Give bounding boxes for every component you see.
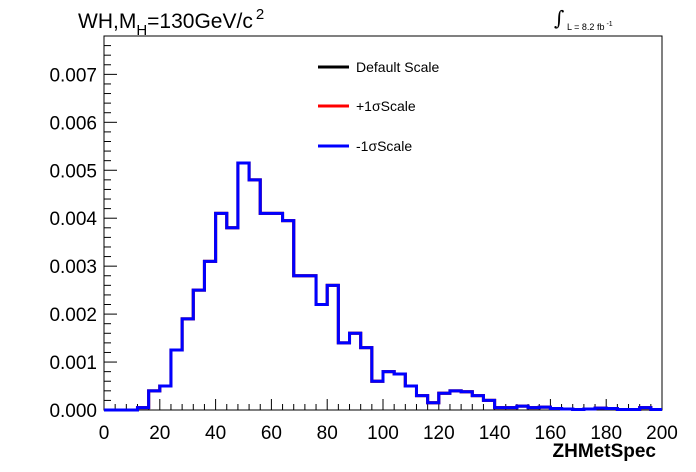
- y-tick-label: 0.002: [49, 305, 97, 326]
- plot-frame: [103, 35, 663, 411]
- title-subscript: H: [136, 22, 148, 39]
- x-tick-label: 100: [367, 423, 399, 444]
- x-axis: 0 20 40 60 80 100 120 140 160 180 200: [99, 399, 678, 444]
- y-tick-label: 0.004: [49, 209, 97, 230]
- x-tick-label: 140: [479, 423, 511, 444]
- y-tick-label: 0.001: [49, 353, 97, 374]
- histogram-layer: [104, 161, 662, 412]
- y-tick-label: 0.006: [49, 113, 97, 134]
- y-tick-label: 0.000: [49, 401, 97, 422]
- y-tick-label: 0.007: [49, 65, 97, 86]
- y-tick-label: 0.003: [49, 257, 97, 278]
- x-axis-label: ZHMetSpec: [552, 441, 656, 462]
- title-superscript: 2: [255, 6, 265, 23]
- y-tick-label: 0.005: [49, 161, 97, 182]
- x-tick-label: 200: [646, 423, 678, 444]
- x-tick-label: 0: [99, 423, 110, 444]
- legend: Default Scale +1σScale -1σScale: [318, 59, 439, 154]
- y-axis: 0.000 0.001 0.002 0.003 0.004 0.005 0.006 0.007: [49, 35, 117, 422]
- x-tick-label: 160: [535, 423, 567, 444]
- title-prefix: WH,M: [78, 10, 137, 33]
- integral-symbol: ∫: [554, 6, 565, 30]
- x-tick-label: 60: [261, 423, 282, 444]
- legend-label: +1σScale: [356, 98, 416, 114]
- x-tick-label: 180: [590, 423, 622, 444]
- legend-label: -1σScale: [356, 138, 412, 154]
- x-tick-label: 80: [317, 423, 338, 444]
- x-tick-label: 40: [205, 423, 226, 444]
- title-suffix: =130GeV/c: [147, 10, 253, 33]
- chart-title: WH,MH=130GeV/c 2: [78, 6, 264, 39]
- x-tick-label: 20: [149, 423, 170, 444]
- luminosity-text: L = 8.2 fb: [567, 22, 605, 32]
- luminosity-unit-exponent: -1: [606, 21, 613, 28]
- x-tick-label: 120: [423, 423, 455, 444]
- series-line: [104, 161, 662, 412]
- legend-label: Default Scale: [356, 59, 439, 75]
